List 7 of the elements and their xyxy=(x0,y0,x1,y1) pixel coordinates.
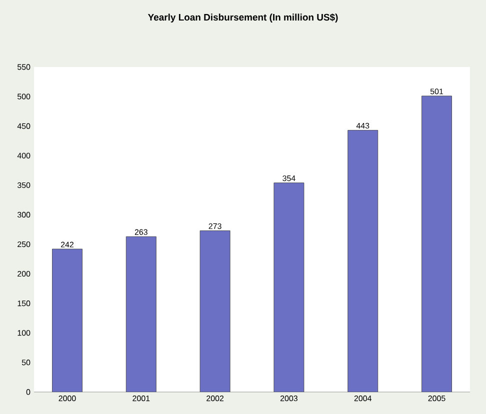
bar xyxy=(52,248,82,392)
bar xyxy=(348,130,378,392)
bar xyxy=(422,96,452,392)
bar xyxy=(200,230,230,392)
chart-title: Yearly Loan Disbursement (In million US$) xyxy=(148,13,338,22)
bar xyxy=(126,236,156,392)
bar xyxy=(274,182,304,392)
